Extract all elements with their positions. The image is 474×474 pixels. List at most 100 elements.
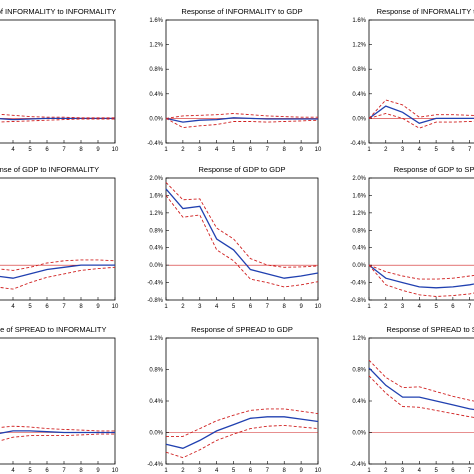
upper-band-line: [0, 425, 115, 432]
response-line: [368, 367, 474, 411]
x-tick-label: 6: [45, 304, 49, 310]
y-tick-label: 0.0%: [149, 116, 163, 122]
x-tick-label: 1: [367, 304, 371, 310]
plot-frame: [0, 177, 116, 301]
irf-panel: Response of GDP to SPREAD -0.8% -0.4% 0.0% 0…: [350, 165, 474, 310]
x-tick-label: 9: [299, 147, 303, 153]
x-tick-label: 8: [79, 147, 83, 153]
x-tick-label: 4: [215, 147, 219, 153]
x-tick-label: 2: [181, 468, 185, 474]
x-tick-label: 7: [468, 147, 472, 153]
x-tick-label: 7: [468, 304, 472, 310]
y-tick-label: 0.0%: [149, 263, 163, 269]
y-tick-label: 1.6%: [149, 18, 163, 24]
x-tick-label: 1: [164, 304, 168, 310]
y-tick-label: -0.8%: [350, 298, 366, 304]
y-tick-label: -0.4%: [147, 141, 163, 147]
lower-band-line: [165, 118, 319, 129]
y-tick-label: 0.8%: [352, 67, 366, 73]
irf-panel: Response of GDP to GDP -0.8% -0.4% 0.0% 0.4%…: [147, 165, 322, 310]
x-tick-label: 6: [451, 304, 455, 310]
x-tick-label: 5: [232, 468, 236, 474]
panel-title: Response of GDP to GDP: [199, 165, 286, 174]
x-tick-label: 8: [283, 147, 287, 153]
plot-frame: [368, 337, 474, 465]
lower-band-line: [0, 118, 115, 123]
panel-title: Response of GDP to INFORMALITY: [0, 165, 99, 174]
panel-title: Response of SPREAD to GDP: [191, 325, 293, 334]
x-tick-label: 3: [198, 147, 202, 153]
panel-title: Response of SPREAD to SPREAD: [386, 325, 474, 334]
x-tick-label: 7: [266, 147, 270, 153]
x-tick-label: 6: [451, 147, 455, 153]
x-tick-label: 7: [62, 304, 66, 310]
x-tick-label: 7: [62, 147, 66, 153]
x-tick-label: 10: [112, 304, 119, 310]
plot-frame: [165, 177, 319, 301]
y-tick-label: 0.8%: [149, 228, 163, 234]
lower-band-line: [368, 264, 474, 297]
irf-panel: Response of SPREAD to SPREAD -0.4% 0.0% 0.4…: [350, 325, 474, 474]
y-tick-label: 0.4%: [149, 92, 163, 98]
upper-band-line: [0, 113, 115, 119]
x-tick-label: 8: [79, 304, 83, 310]
x-tick-label: 7: [266, 304, 270, 310]
upper-band-line: [165, 113, 318, 119]
response-line: [0, 264, 115, 279]
x-tick-label: 1: [367, 468, 371, 474]
y-tick-label: 0.0%: [352, 116, 366, 122]
x-tick-label: 10: [315, 147, 322, 153]
x-tick-label: 3: [198, 468, 202, 474]
irf-panel: Response of SPREAD to INFORMALITY1234567…: [0, 325, 119, 474]
response-line: [165, 117, 318, 123]
response-line: [165, 416, 319, 449]
y-tick-label: 1.2%: [352, 336, 366, 342]
x-tick-label: 9: [96, 304, 100, 310]
y-tick-label: -0.4%: [147, 462, 163, 468]
x-tick-label: 5: [434, 468, 438, 474]
upper-band-line: [166, 408, 319, 437]
y-tick-label: 1.2%: [352, 43, 366, 49]
x-tick-label: 6: [249, 304, 253, 310]
y-tick-label: 0.4%: [352, 399, 366, 405]
upper-band-line: [0, 259, 116, 271]
panel-title: Response of INFORMALITY to INFORMALITY: [0, 7, 116, 16]
irf-panel: Response of SPREAD to GDP -0.4% 0.0% 0.4% 0.…: [147, 325, 322, 474]
y-tick-label: 0.8%: [352, 228, 366, 234]
x-tick-label: 1: [164, 147, 168, 153]
x-tick-label: 4: [11, 147, 15, 153]
response-line: [368, 105, 474, 125]
x-tick-label: 5: [28, 468, 32, 474]
x-tick-label: 7: [468, 468, 472, 474]
y-tick-label: 2.0%: [352, 176, 366, 182]
x-tick-label: 1: [367, 147, 371, 153]
plot-frame: [368, 19, 474, 144]
response-line: [165, 188, 319, 279]
y-tick-label: -0.4%: [350, 462, 366, 468]
x-tick-label: 2: [181, 304, 185, 310]
upper-band-line: [368, 264, 474, 280]
x-tick-label: 4: [418, 147, 422, 153]
x-tick-label: 4: [11, 468, 15, 474]
y-tick-label: 1.2%: [149, 336, 163, 342]
x-tick-label: 6: [249, 468, 253, 474]
x-tick-label: 6: [45, 147, 49, 153]
y-tick-label: 1.6%: [149, 193, 163, 199]
lower-band-line: [165, 424, 319, 459]
x-tick-label: 5: [232, 304, 236, 310]
upper-band-line: [165, 182, 319, 268]
response-line: [0, 430, 115, 435]
y-tick-label: 1.2%: [352, 211, 366, 217]
x-tick-label: 5: [434, 147, 438, 153]
x-tick-label: 4: [215, 468, 219, 474]
y-tick-label: 1.6%: [352, 18, 366, 24]
x-tick-label: 5: [28, 304, 32, 310]
x-tick-label: 10: [112, 468, 119, 474]
irf-panel: Response of INFORMALITY to SPREAD -0.4% 0.…: [350, 7, 474, 153]
upper-band-line: [368, 359, 474, 402]
y-tick-label: 0.4%: [352, 92, 366, 98]
x-tick-label: 7: [62, 468, 66, 474]
x-tick-label: 2: [384, 304, 388, 310]
x-tick-label: 1: [164, 468, 168, 474]
x-tick-label: 7: [266, 468, 270, 474]
